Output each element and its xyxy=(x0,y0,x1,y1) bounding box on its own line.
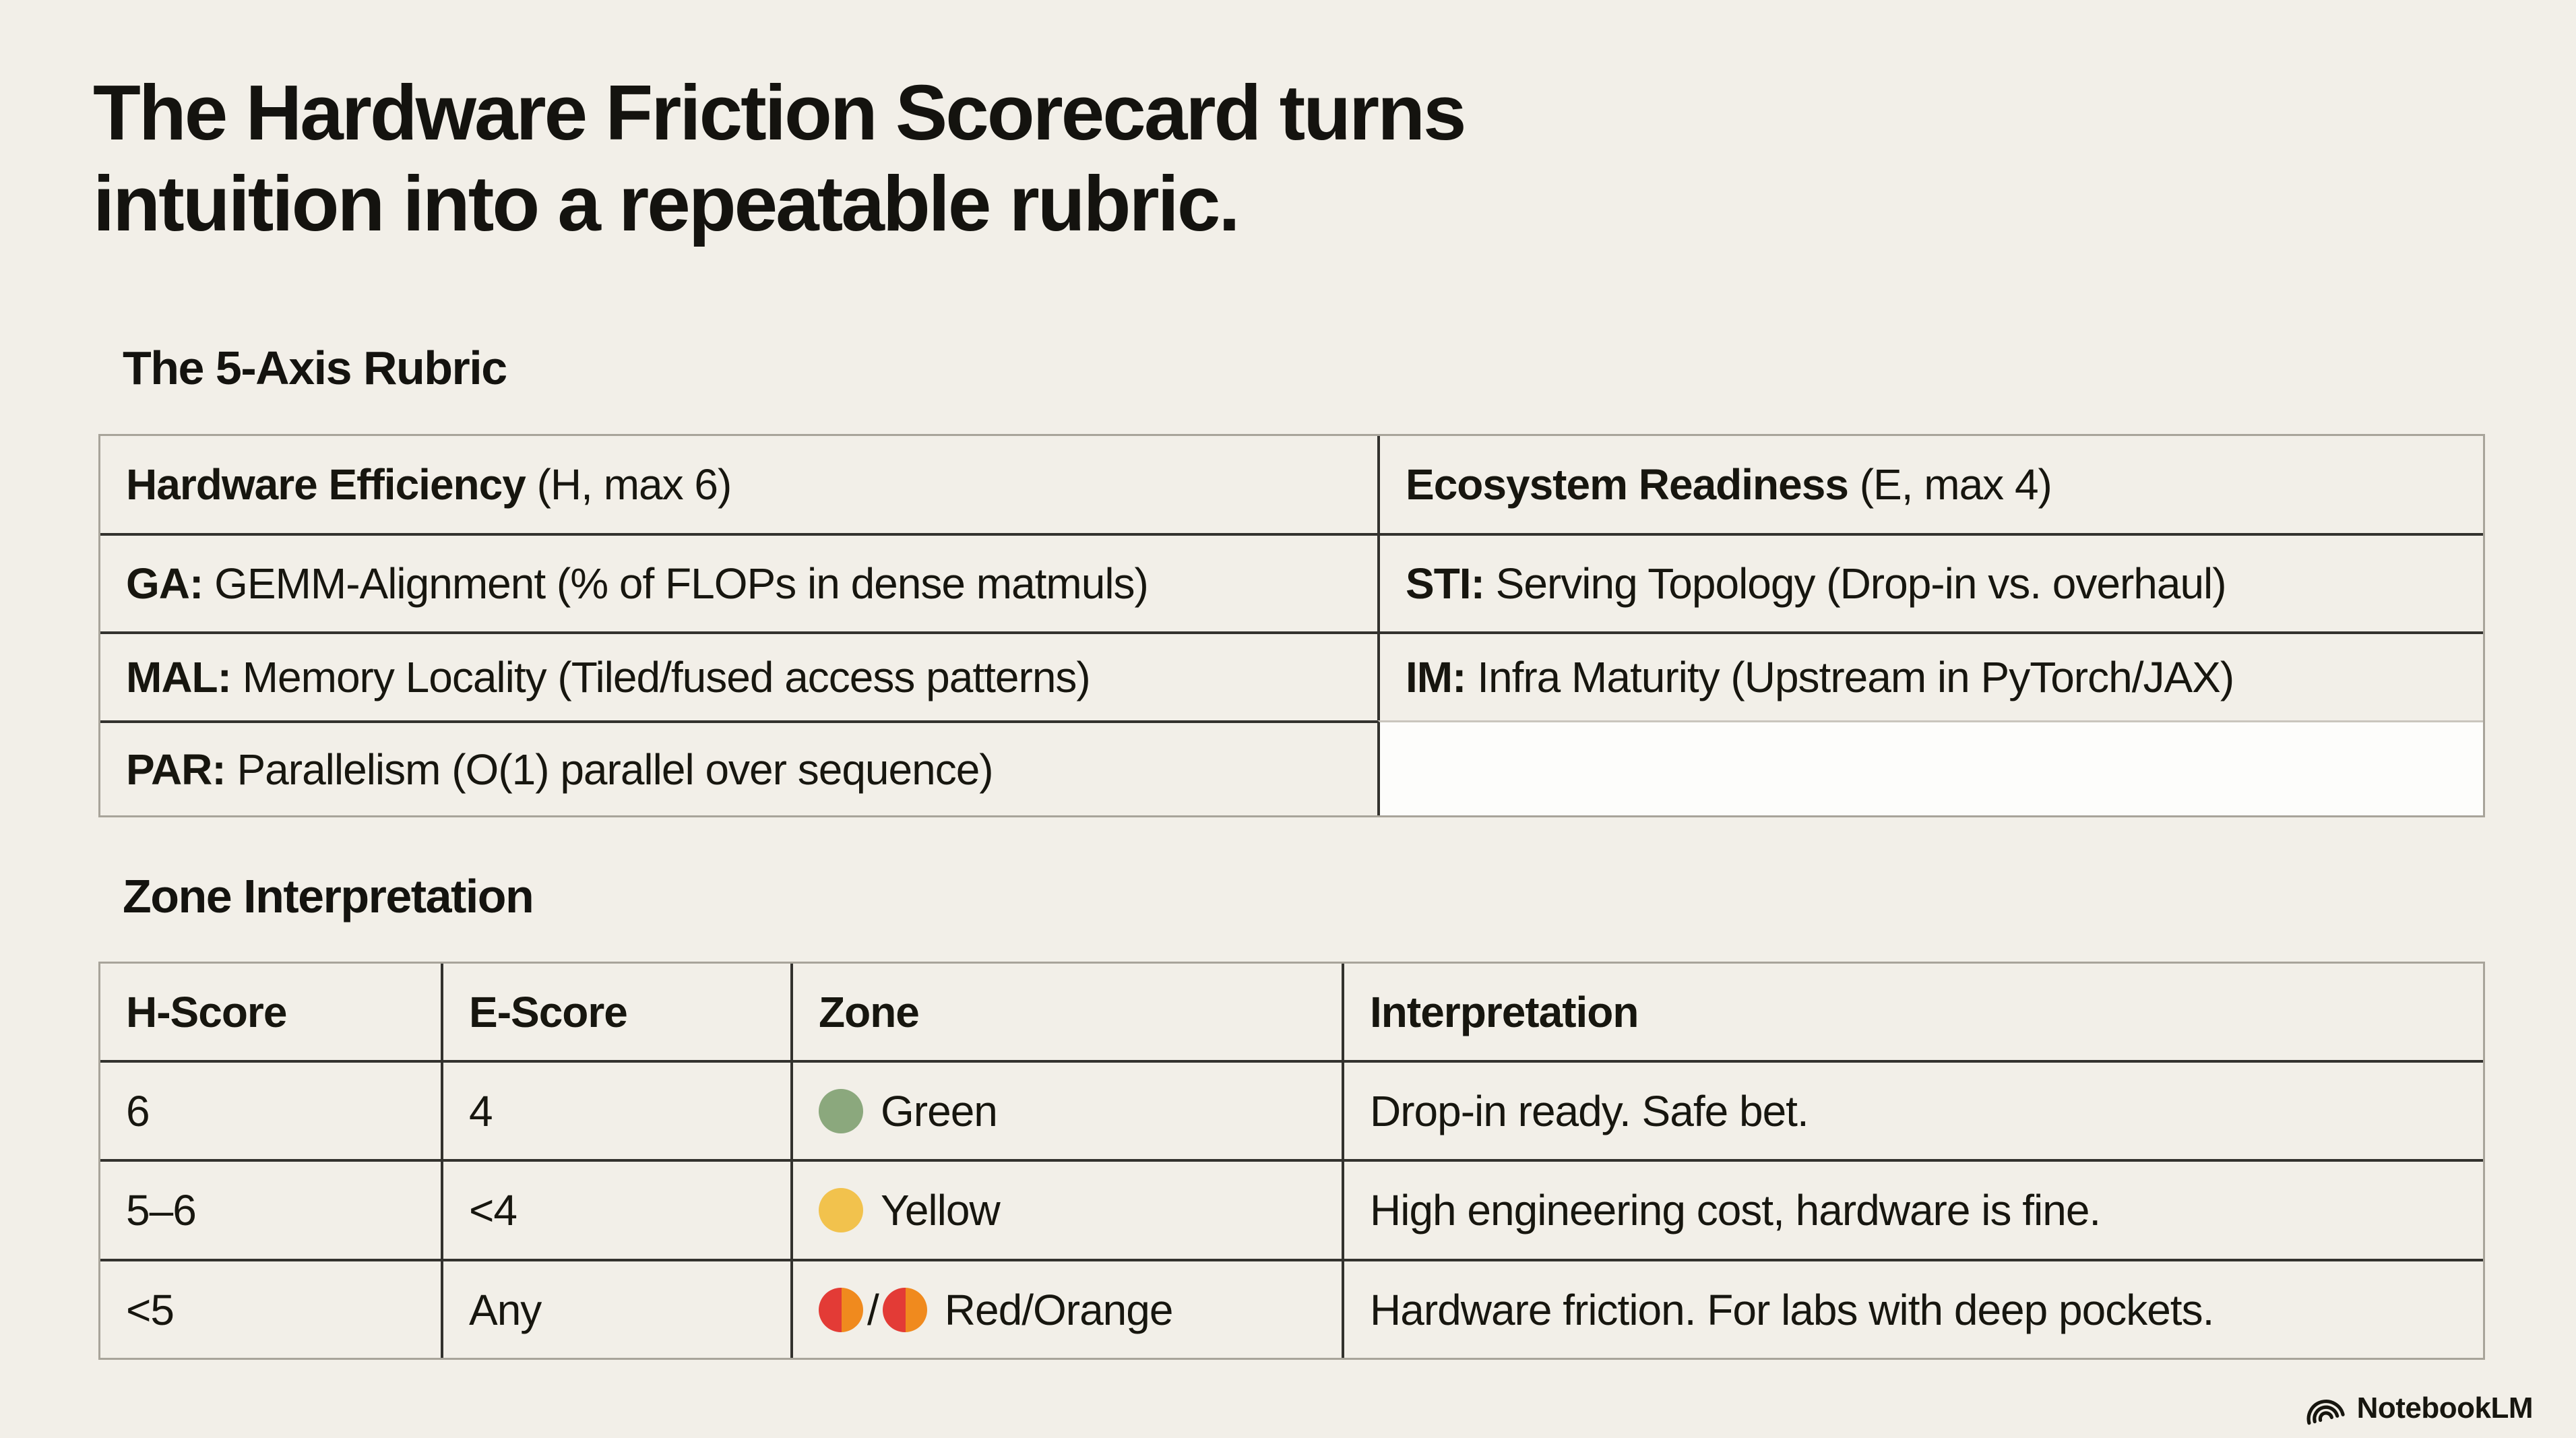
axis-code: GA: xyxy=(126,559,203,608)
rubric-cell-par: PAR: Parallelism (O(1) parallel over seq… xyxy=(100,720,1377,815)
axis-code: PAR: xyxy=(126,745,226,794)
rubric-table: Hardware Efficiency (H, max 6) Ecosystem… xyxy=(98,434,2485,817)
slash-separator: / xyxy=(867,1285,879,1334)
zones-section-heading: Zone Interpretation xyxy=(123,870,534,923)
axis-code: STI: xyxy=(1406,559,1485,608)
e-score-value: 4 xyxy=(469,1086,493,1135)
axis-code: IM: xyxy=(1406,653,1466,701)
h-score-value: 6 xyxy=(126,1086,150,1135)
column-header-label: E-Score xyxy=(469,987,628,1036)
rubric-cell-im: IM: Infra Maturity (Upstream in PyTorch/… xyxy=(1377,631,2483,720)
axis-description: Memory Locality (Tiled/fused access patt… xyxy=(242,653,1091,701)
notebooklm-waves-icon xyxy=(2304,1389,2348,1427)
zone-row-red-orange-interpretation: Hardware friction. For labs with deep po… xyxy=(1342,1259,2483,1358)
yellow-dot-icon xyxy=(819,1188,863,1232)
orange-half xyxy=(906,1287,927,1332)
interpretation-text: Hardware friction. For labs with deep po… xyxy=(1370,1285,2214,1334)
h-score-value: <5 xyxy=(126,1285,175,1334)
column-header-label: Zone xyxy=(819,987,920,1036)
axis-description: GEMM-Alignment (% of FLOPs in dense matm… xyxy=(214,559,1149,608)
axis-description: Parallelism (O(1) parallel over sequence… xyxy=(237,745,993,794)
column-header-label: Interpretation xyxy=(1370,987,1639,1036)
h-score-value: 5–6 xyxy=(126,1186,197,1234)
zone-row-yellow-interpretation: High engineering cost, hardware is fine. xyxy=(1342,1159,2483,1259)
zone-header-e-score: E-Score xyxy=(441,964,790,1060)
e-score-value: <4 xyxy=(469,1186,517,1234)
green-dot-icon xyxy=(819,1088,863,1133)
interpretation-text: Drop-in ready. Safe bet. xyxy=(1370,1086,1809,1135)
red-half xyxy=(882,1287,906,1332)
zone-row-green-e-score: 4 xyxy=(441,1060,790,1159)
rubric-cell-mal: MAL: Memory Locality (Tiled/fused access… xyxy=(100,631,1377,720)
zone-row-green-interpretation: Drop-in ready. Safe bet. xyxy=(1342,1060,2483,1159)
rubric-header-ecosystem-readiness: Ecosystem Readiness (E, max 4) xyxy=(1377,436,2483,533)
red-orange-dot-icon xyxy=(819,1287,863,1332)
rubric-cell-empty xyxy=(1377,720,2483,815)
zone-row-yellow-zone: Yellow xyxy=(790,1159,1342,1259)
zone-table: H-Score E-Score Zone Interpretation 6 4 … xyxy=(98,962,2485,1360)
zone-row-red-orange-h-score: <5 xyxy=(100,1259,441,1358)
zone-row-green-zone: Green xyxy=(790,1060,1342,1159)
rubric-cell-sti: STI: Serving Topology (Drop-in vs. overh… xyxy=(1377,533,2483,631)
rubric-cell-ga: GA: GEMM-Alignment (% of FLOPs in dense … xyxy=(100,533,1377,631)
zone-row-red-orange-e-score: Any xyxy=(441,1259,790,1358)
axis-code: MAL: xyxy=(126,653,232,701)
brand-name: NotebookLM xyxy=(2356,1391,2534,1425)
page-title: The Hardware Friction Scorecard turns in… xyxy=(93,69,1467,247)
rubric-header-name: Hardware Efficiency xyxy=(126,460,526,509)
interpretation-text: High engineering cost, hardware is fine. xyxy=(1370,1186,2101,1234)
zone-name: Green xyxy=(881,1086,998,1135)
rubric-header-hardware-efficiency: Hardware Efficiency (H, max 6) xyxy=(100,436,1377,533)
footer-brand: NotebookLM xyxy=(2304,1389,2534,1427)
red-orange-dot-icon xyxy=(882,1287,927,1332)
zone-name: Yellow xyxy=(881,1186,1001,1234)
rubric-header-qualifier: (H, max 6) xyxy=(536,460,732,509)
zone-header-h-score: H-Score xyxy=(100,964,441,1060)
zone-row-green-h-score: 6 xyxy=(100,1060,441,1159)
zone-row-yellow-h-score: 5–6 xyxy=(100,1159,441,1259)
axis-description: Serving Topology (Drop-in vs. overhaul) xyxy=(1495,559,2227,608)
zone-header-zone: Zone xyxy=(790,964,1342,1060)
zone-row-red-orange-zone: / Red/Orange xyxy=(790,1259,1342,1358)
zone-header-interpretation: Interpretation xyxy=(1342,964,2483,1060)
zone-row-yellow-e-score: <4 xyxy=(441,1159,790,1259)
rubric-header-qualifier: (E, max 4) xyxy=(1859,460,2052,509)
rubric-header-name: Ecosystem Readiness xyxy=(1406,460,1849,509)
rubric-section-heading: The 5-Axis Rubric xyxy=(123,342,507,394)
red-half xyxy=(819,1287,842,1332)
zone-name: Red/Orange xyxy=(944,1285,1174,1334)
column-header-label: H-Score xyxy=(126,987,287,1036)
e-score-value: Any xyxy=(469,1285,542,1334)
axis-description: Infra Maturity (Upstream in PyTorch/JAX) xyxy=(1477,653,2234,701)
orange-half xyxy=(842,1287,863,1332)
